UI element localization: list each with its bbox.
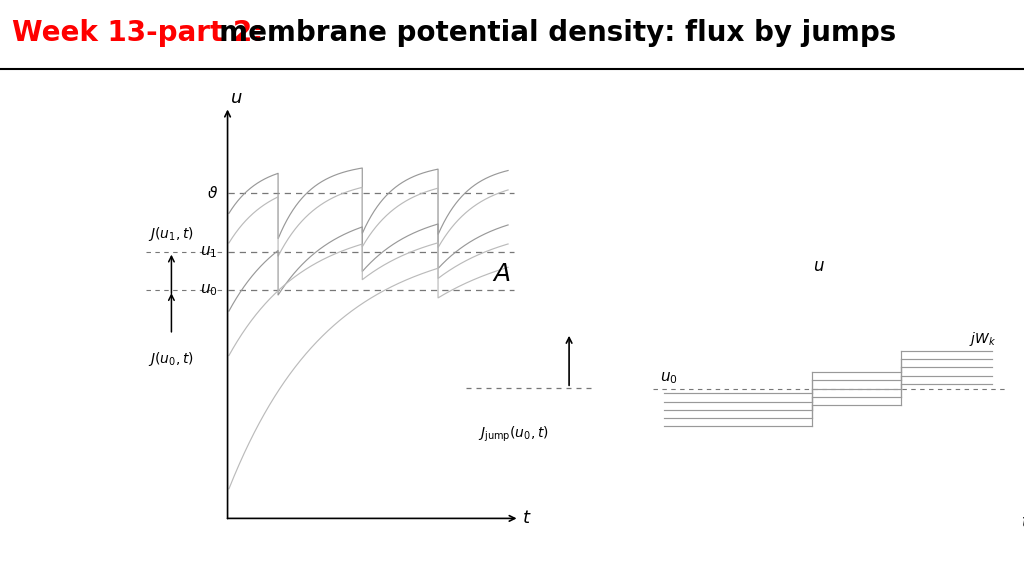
Text: $u_0$: $u_0$ [200, 282, 218, 298]
Text: membrane potential density: flux by jumps: membrane potential density: flux by jump… [200, 20, 896, 47]
Text: $t$: $t$ [522, 509, 531, 528]
Text: $J_{\mathrm{jump}}(u_0,t)$: $J_{\mathrm{jump}}(u_0,t)$ [478, 425, 549, 445]
Text: $\vartheta$: $\vartheta$ [207, 184, 218, 200]
Text: $J(u_0,t)$: $J(u_0,t)$ [148, 350, 195, 367]
Text: $jW_k$: $jW_k$ [969, 331, 996, 348]
Text: $t$: $t$ [1021, 513, 1024, 531]
Text: $A$: $A$ [492, 262, 510, 286]
Text: $J(u_1,t)$: $J(u_1,t)$ [148, 225, 195, 243]
Text: $u_0$: $u_0$ [660, 370, 678, 386]
Text: Week 13-part 2:: Week 13-part 2: [12, 20, 263, 47]
Text: $u$: $u$ [813, 257, 825, 275]
Text: $u_1$: $u_1$ [201, 244, 218, 260]
Text: $u$: $u$ [229, 89, 243, 107]
